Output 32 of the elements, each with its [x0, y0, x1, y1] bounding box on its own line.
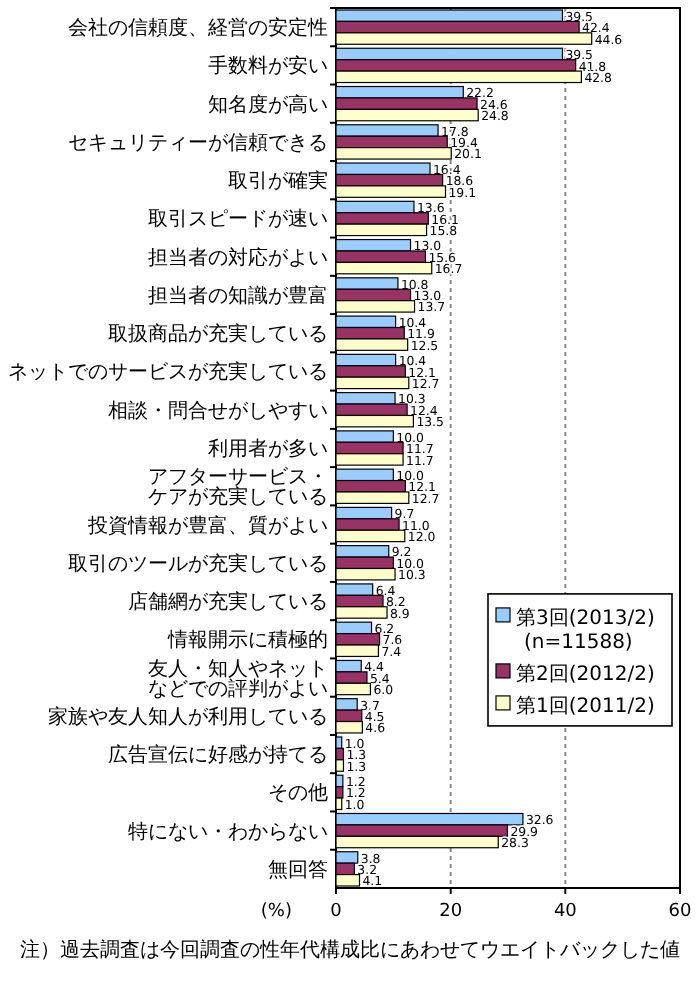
y-tick-label: 手数料が安い [208, 54, 328, 79]
y-tick-label: アフターサービス・ケアが充実している [148, 467, 328, 510]
y-tick-label: 広告宣伝に好感が持てる [108, 743, 328, 768]
y-tick-label: 利用者が多い [208, 437, 328, 461]
y-tick-label: その他 [268, 781, 328, 806]
y-tick-label: 無回答 [268, 857, 328, 882]
y-tick-label: 取引のツールが充実している [68, 551, 328, 576]
x-tick-label: 40 [553, 902, 578, 922]
y-tick-label: 情報開示に積極的 [166, 628, 328, 653]
y-tick-label: 会社の信頼度、経営の安定性 [68, 16, 328, 41]
y-tick-label: セキュリティーが信頼できる [68, 130, 328, 155]
text: 注）過去調査は今回調査の性年代構成比にあわせてウエイトバックした値 [20, 938, 680, 962]
y-tick-label: 取扱商品が充実している [108, 322, 328, 347]
y-tick-label: 担当者の知識が豊富 [148, 283, 328, 308]
y-tick-label: 取引が確実 [228, 169, 328, 194]
y-tick-label: 取引スピードが速い [148, 207, 328, 232]
x-tick-label: 0 [330, 902, 343, 922]
x-axis-title: (%) [260, 902, 292, 922]
y-tick-label: 特にない・わからない [128, 819, 328, 844]
x-tick-label: 20 [439, 902, 463, 922]
legend-label: 第3回(2013/2) (n=11588) [516, 605, 655, 654]
y-tick-label: 相談・問合せがしやすい [108, 398, 328, 423]
x-tick-label: 60 [668, 902, 692, 922]
y-tick-label: 担当者の対応がよい [148, 245, 328, 270]
y-tick-label: 店舗網が充実している [128, 590, 328, 615]
y-tick-label: 知名度が高い [208, 92, 328, 117]
y-tick-label: ネットでのサービスが充実している [8, 360, 328, 385]
y-tick-label: 投資情報が豊富、質がよい [86, 513, 328, 538]
y-tick-label: 友人・知人やネットなどでの評判がよい [148, 656, 328, 701]
legend-label: 第1回(2011/2) [516, 693, 655, 718]
legend-label: 第2回(2012/2) [516, 661, 655, 686]
y-tick-label: 家族や友人知人が利用している [48, 704, 328, 729]
